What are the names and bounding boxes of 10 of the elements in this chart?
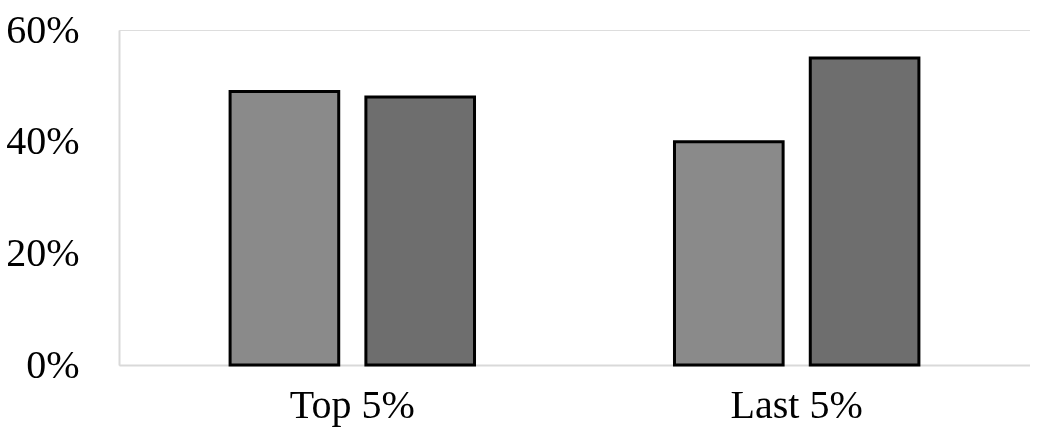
x-tick-label: Last 5% [730, 381, 863, 427]
bar [808, 56, 921, 367]
y-tick-label: 60% [6, 6, 80, 52]
bar [228, 89, 341, 367]
bar [672, 140, 785, 367]
y-tick-label: 0% [26, 341, 80, 387]
y-tick-label: 20% [6, 229, 80, 275]
x-tick-label: Top 5% [289, 381, 415, 427]
bar [364, 95, 477, 367]
y-tick-label: 40% [6, 118, 80, 164]
